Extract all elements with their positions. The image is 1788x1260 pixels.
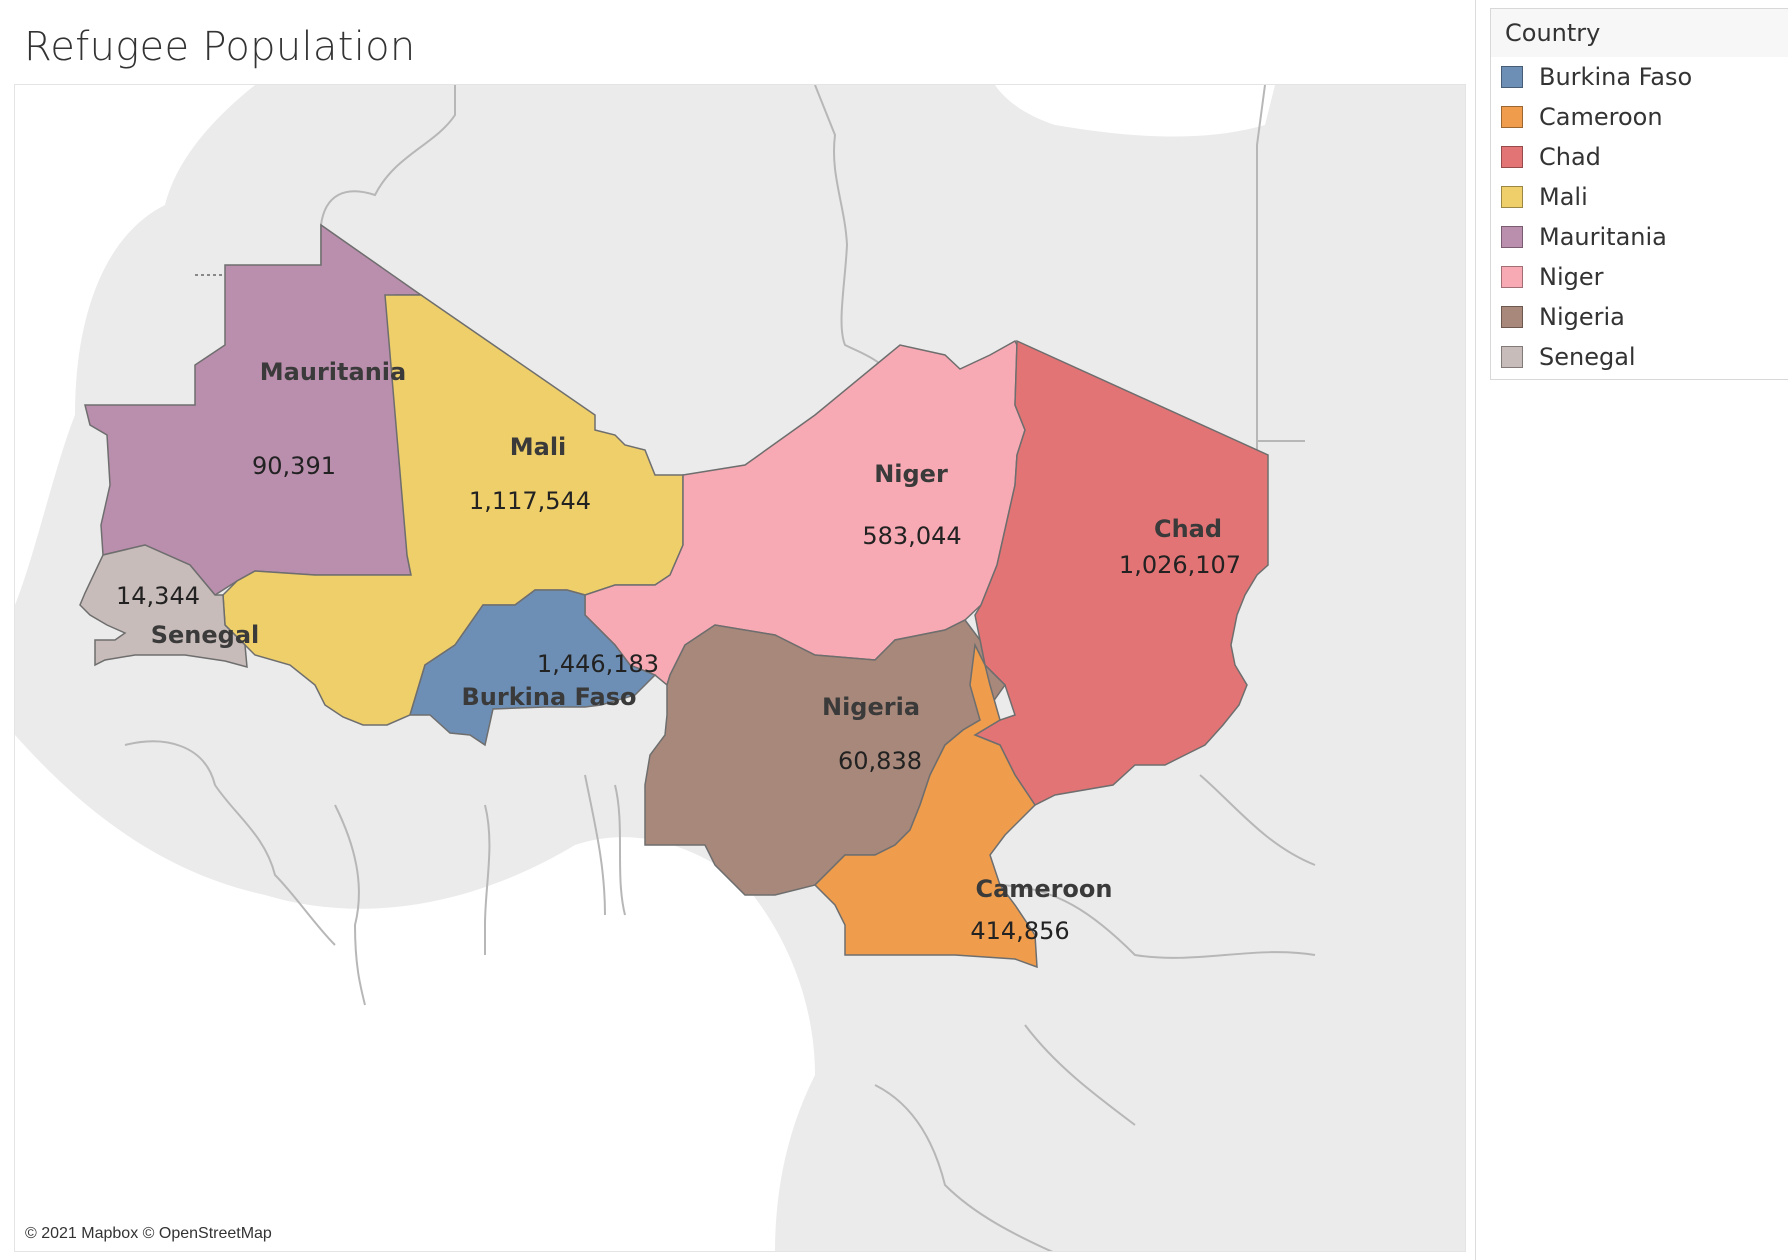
color-legend[interactable]: Country Burkina Faso Cameroon Chad Mali … <box>1490 8 1788 380</box>
map-attribution[interactable]: © 2021 Mapbox © OpenStreetMap <box>25 1225 272 1242</box>
legend-swatch <box>1501 306 1523 328</box>
label-burkina-faso-name: Burkina Faso <box>462 683 637 711</box>
border-togo-benin <box>584 774 626 916</box>
basemap-sea-atlantic <box>15 85 255 605</box>
legend-label: Mauritania <box>1539 223 1667 251</box>
region-burkina-faso[interactable] <box>408 589 657 747</box>
legend-item-mali[interactable]: Mali <box>1491 177 1788 217</box>
label-nigeria-value: 60,838 <box>838 747 922 775</box>
label-senegal-name: Senegal <box>151 621 260 649</box>
region-senegal[interactable] <box>79 544 248 669</box>
border-morocco-algeria <box>320 85 456 365</box>
legend-list: Burkina Faso Cameroon Chad Mali Mauritan… <box>1491 57 1788 377</box>
basemap-borders <box>124 85 1316 1251</box>
legend-item-senegal[interactable]: Senegal <box>1491 337 1788 377</box>
label-niger-value: 583,044 <box>862 522 961 550</box>
label-mali-value: 1,117,544 <box>469 487 591 515</box>
basemap-sea-mediterranean <box>995 85 1275 137</box>
label-senegal-value: 14,344 <box>116 582 200 610</box>
legend-label: Nigeria <box>1539 303 1625 331</box>
border-guinea <box>124 740 336 946</box>
legend-item-niger[interactable]: Niger <box>1491 257 1788 297</box>
legend-label: Burkina Faso <box>1539 63 1693 91</box>
label-chad-name: Chad <box>1154 515 1222 543</box>
border-ghana <box>484 804 491 955</box>
label-nigeria-name: Nigeria <box>822 693 920 721</box>
map-canvas[interactable]: Mauritania 90,391 Mali 1,117,544 Niger 5… <box>14 84 1466 1252</box>
legend-swatch <box>1501 346 1523 368</box>
legend-item-nigeria[interactable]: Nigeria <box>1491 297 1788 337</box>
legend-title: Country <box>1491 9 1788 57</box>
border-congo <box>874 1024 1136 1251</box>
legend-label: Chad <box>1539 143 1601 171</box>
legend-swatch <box>1501 106 1523 128</box>
label-niger-name: Niger <box>874 460 948 488</box>
legend-label: Niger <box>1539 263 1604 291</box>
legend-swatch <box>1501 146 1523 168</box>
legend-item-mauritania[interactable]: Mauritania <box>1491 217 1788 257</box>
legend-label: Cameroon <box>1539 103 1663 131</box>
border-algeria-libya <box>814 85 916 406</box>
legend-label: Mali <box>1539 183 1588 211</box>
choropleth-map[interactable]: Mauritania 90,391 Mali 1,117,544 Niger 5… <box>15 85 1466 1252</box>
border-sudan <box>1199 774 1316 866</box>
border-cote-divoire <box>334 804 366 1006</box>
legend-swatch <box>1501 186 1523 208</box>
label-mauritania-name: Mauritania <box>260 358 406 386</box>
border-car <box>994 884 1316 959</box>
legend-item-chad[interactable]: Chad <box>1491 137 1788 177</box>
map-title: Refugee Population <box>24 24 416 70</box>
label-burkina-faso-value: 1,446,183 <box>537 650 659 678</box>
label-cameroon-value: 414,856 <box>970 917 1069 945</box>
map-labels: Mauritania 90,391 Mali 1,117,544 Niger 5… <box>116 358 1241 945</box>
label-cameroon-name: Cameroon <box>976 875 1113 903</box>
basemap-sea-gulf <box>15 735 815 1251</box>
legend-swatch <box>1501 266 1523 288</box>
country-layer[interactable] <box>79 223 1269 969</box>
region-chad[interactable] <box>973 339 1269 806</box>
region-cameroon[interactable] <box>813 642 1038 969</box>
legend-item-burkina-faso[interactable]: Burkina Faso <box>1491 57 1788 97</box>
label-chad-value: 1,026,107 <box>1119 551 1241 579</box>
legend-item-cameroon[interactable]: Cameroon <box>1491 97 1788 137</box>
legend-swatch <box>1501 226 1523 248</box>
legend-label: Senegal <box>1539 343 1636 371</box>
map-pane: Refugee Population <box>14 0 1476 1260</box>
legend-swatch <box>1501 66 1523 88</box>
label-mali-name: Mali <box>510 433 567 461</box>
label-mauritania-value: 90,391 <box>252 452 336 480</box>
